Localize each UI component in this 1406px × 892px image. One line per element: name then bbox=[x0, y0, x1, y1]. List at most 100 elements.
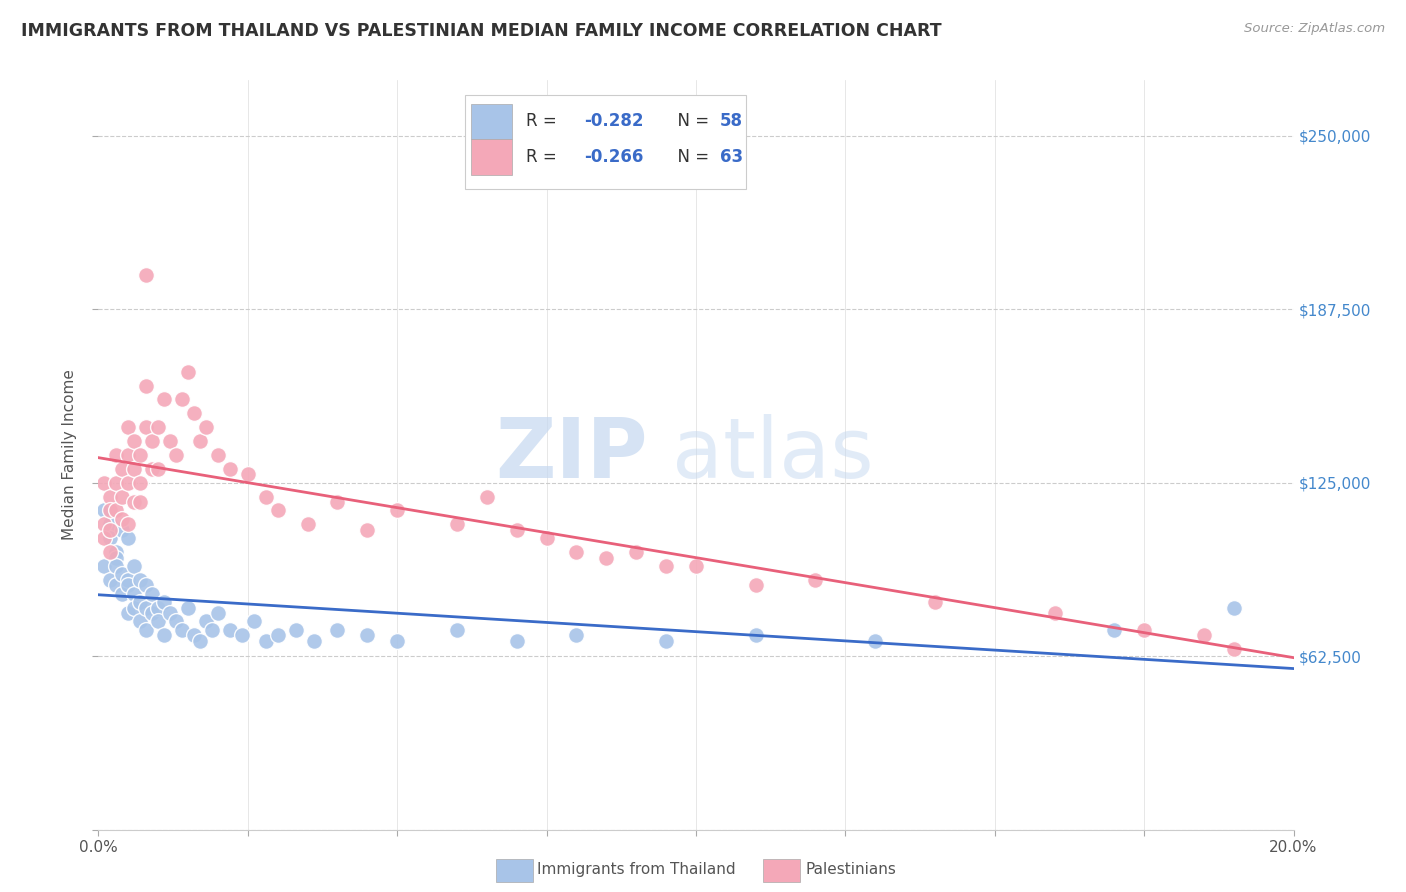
Point bbox=[924, 595, 946, 609]
Point bbox=[153, 595, 176, 609]
Point bbox=[219, 462, 242, 476]
Point bbox=[148, 462, 170, 476]
Point bbox=[98, 517, 122, 532]
Point bbox=[111, 587, 134, 601]
Point bbox=[124, 600, 146, 615]
FancyBboxPatch shape bbox=[471, 103, 512, 139]
Point bbox=[1223, 600, 1246, 615]
Point bbox=[177, 365, 200, 379]
Point bbox=[141, 434, 163, 448]
Point bbox=[148, 615, 170, 629]
Point bbox=[93, 503, 115, 517]
Point bbox=[111, 567, 134, 582]
Point bbox=[98, 523, 122, 537]
Point bbox=[117, 448, 139, 462]
Point bbox=[254, 490, 277, 504]
Point bbox=[626, 545, 648, 559]
Point bbox=[201, 623, 224, 637]
Point bbox=[655, 633, 678, 648]
Text: -0.282: -0.282 bbox=[583, 112, 643, 130]
Point bbox=[105, 578, 128, 592]
Point bbox=[124, 434, 146, 448]
Point bbox=[111, 523, 134, 537]
Point bbox=[124, 558, 146, 573]
Point bbox=[98, 503, 122, 517]
Point bbox=[506, 523, 529, 537]
Point bbox=[148, 420, 170, 434]
Point bbox=[1133, 623, 1156, 637]
Point bbox=[135, 578, 157, 592]
Point bbox=[565, 545, 588, 559]
Point bbox=[745, 578, 768, 592]
Point bbox=[124, 587, 146, 601]
Text: 63: 63 bbox=[720, 148, 742, 166]
Point bbox=[506, 633, 529, 648]
Point bbox=[98, 573, 122, 587]
Point bbox=[105, 545, 128, 559]
Point bbox=[105, 448, 128, 462]
Point bbox=[595, 550, 617, 565]
Point bbox=[135, 268, 157, 282]
Point bbox=[141, 462, 163, 476]
Y-axis label: Median Family Income: Median Family Income bbox=[62, 369, 77, 541]
Point bbox=[1043, 606, 1066, 620]
Point bbox=[195, 420, 218, 434]
Point bbox=[267, 628, 290, 642]
Point bbox=[1192, 628, 1215, 642]
Point bbox=[385, 633, 409, 648]
Point bbox=[254, 633, 277, 648]
Point bbox=[231, 628, 253, 642]
Text: atlas: atlas bbox=[672, 415, 873, 495]
Point bbox=[207, 606, 229, 620]
Point bbox=[93, 558, 115, 573]
Point bbox=[172, 392, 194, 407]
Point bbox=[243, 615, 266, 629]
Point bbox=[129, 475, 152, 490]
Point bbox=[135, 600, 157, 615]
Point bbox=[148, 600, 170, 615]
Point bbox=[117, 420, 139, 434]
Point bbox=[236, 467, 259, 482]
Point bbox=[98, 531, 122, 545]
Text: R =: R = bbox=[526, 112, 562, 130]
Point bbox=[135, 420, 157, 434]
Point bbox=[165, 448, 187, 462]
Text: 58: 58 bbox=[720, 112, 742, 130]
Point bbox=[165, 615, 187, 629]
Point bbox=[159, 606, 181, 620]
Point bbox=[536, 531, 558, 545]
Text: R =: R = bbox=[526, 148, 562, 166]
Point bbox=[475, 490, 498, 504]
Point bbox=[153, 628, 176, 642]
Point bbox=[159, 434, 181, 448]
Point bbox=[124, 495, 146, 509]
Point bbox=[117, 573, 139, 587]
Point bbox=[219, 623, 242, 637]
Point bbox=[105, 550, 128, 565]
Point bbox=[129, 495, 152, 509]
Point bbox=[105, 558, 128, 573]
Point bbox=[98, 490, 122, 504]
Text: Source: ZipAtlas.com: Source: ZipAtlas.com bbox=[1244, 22, 1385, 36]
Point bbox=[446, 623, 468, 637]
Point bbox=[117, 531, 139, 545]
Point bbox=[1223, 642, 1246, 657]
Point bbox=[117, 606, 139, 620]
Point bbox=[284, 623, 307, 637]
Point bbox=[141, 587, 163, 601]
Text: N =: N = bbox=[668, 112, 714, 130]
Point bbox=[326, 623, 349, 637]
Point bbox=[135, 378, 157, 392]
Point bbox=[356, 628, 378, 642]
Point bbox=[745, 628, 768, 642]
Point bbox=[1104, 623, 1126, 637]
Point bbox=[124, 462, 146, 476]
Point bbox=[153, 392, 176, 407]
Point bbox=[356, 523, 378, 537]
Text: Immigrants from Thailand: Immigrants from Thailand bbox=[537, 863, 735, 877]
Point bbox=[655, 558, 678, 573]
Point bbox=[446, 517, 468, 532]
Point bbox=[105, 503, 128, 517]
Point bbox=[172, 623, 194, 637]
Point bbox=[804, 573, 827, 587]
